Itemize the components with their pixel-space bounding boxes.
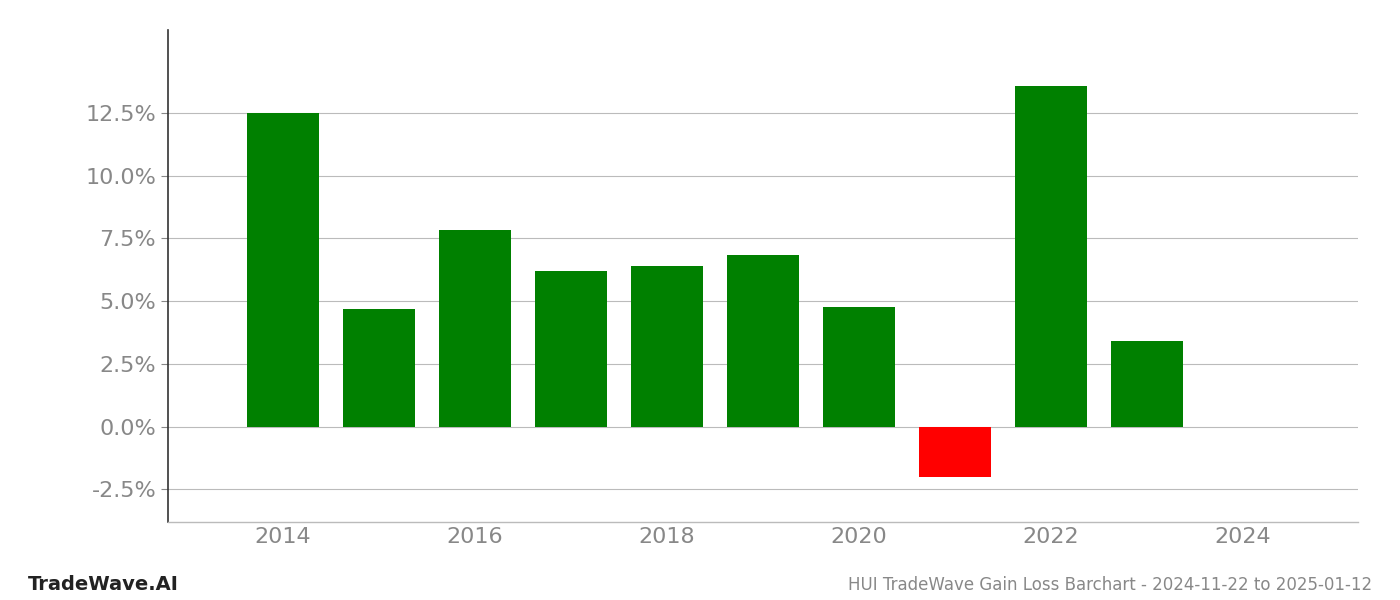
Bar (1110, 341, 1183, 427)
Bar (631, 266, 703, 427)
Bar (727, 254, 799, 427)
Text: HUI TradeWave Gain Loss Barchart - 2024-11-22 to 2025-01-12: HUI TradeWave Gain Loss Barchart - 2024-… (848, 576, 1372, 594)
Bar (823, 307, 895, 427)
Bar (535, 271, 608, 427)
Bar (918, 427, 991, 477)
Bar (343, 308, 416, 427)
Bar (248, 113, 319, 427)
Text: TradeWave.AI: TradeWave.AI (28, 575, 179, 594)
Bar (1015, 86, 1086, 427)
Bar (440, 230, 511, 427)
